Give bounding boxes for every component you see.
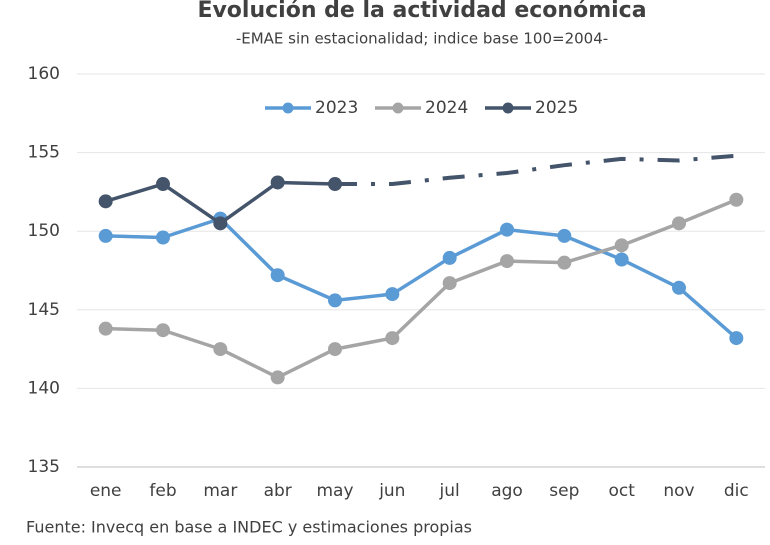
point xyxy=(98,321,113,336)
chart-title: Evolución de la actividad económica xyxy=(197,0,646,23)
point xyxy=(385,331,400,346)
y-tick-label: 140 xyxy=(28,378,60,398)
point xyxy=(385,287,400,302)
legend-marker xyxy=(502,102,514,114)
x-tick-label: jun xyxy=(378,481,405,501)
legend-marker xyxy=(282,102,294,114)
source-note: Fuente: Invecq en base a INDEC y estimac… xyxy=(26,518,472,537)
point xyxy=(729,192,744,207)
point xyxy=(270,175,285,190)
x-tick-label: mar xyxy=(203,481,237,501)
point xyxy=(156,230,170,245)
point xyxy=(213,342,228,357)
x-tick-label: abr xyxy=(264,481,292,501)
x-tick-label: ene xyxy=(90,481,122,501)
point xyxy=(557,255,572,270)
x-tick-label: feb xyxy=(149,481,176,501)
point xyxy=(557,228,572,243)
point xyxy=(328,293,342,308)
projection-line xyxy=(335,153,737,187)
y-tick-label: 135 xyxy=(28,457,60,477)
point xyxy=(442,250,457,265)
series-line xyxy=(105,216,738,340)
x-tick-label: oct xyxy=(608,481,635,501)
y-tick-label: 145 xyxy=(28,300,60,320)
y-tick-label: 155 xyxy=(28,143,60,163)
x-tick-label: dic xyxy=(724,481,749,501)
point xyxy=(213,216,228,231)
legend-label: 2025 xyxy=(535,98,578,118)
point xyxy=(270,370,285,385)
point xyxy=(672,216,686,231)
point xyxy=(328,177,342,192)
chart-subtitle: -EMAE sin estacionalidad; indice base 10… xyxy=(236,30,608,48)
point xyxy=(442,276,457,291)
y-tick-label: 150 xyxy=(28,221,60,241)
x-tick-label: ago xyxy=(491,481,523,501)
x-tick-label: sep xyxy=(549,481,579,501)
series-line xyxy=(105,198,737,380)
x-tick-label: may xyxy=(316,481,353,501)
point xyxy=(270,268,285,283)
point xyxy=(500,254,514,269)
x-tick-label: jul xyxy=(439,481,460,501)
point xyxy=(729,331,744,346)
y-tick-label: 160 xyxy=(28,64,60,84)
point xyxy=(614,238,629,253)
point xyxy=(156,323,170,338)
x-tick-label: nov xyxy=(663,481,694,501)
point xyxy=(98,228,113,243)
point xyxy=(614,252,629,267)
point xyxy=(156,177,170,192)
legend-label: 2024 xyxy=(425,98,468,118)
point xyxy=(98,194,113,209)
point xyxy=(500,222,514,237)
point xyxy=(328,342,342,357)
legend-label: 2023 xyxy=(315,98,358,118)
point xyxy=(672,280,686,295)
legend-marker xyxy=(392,102,404,114)
